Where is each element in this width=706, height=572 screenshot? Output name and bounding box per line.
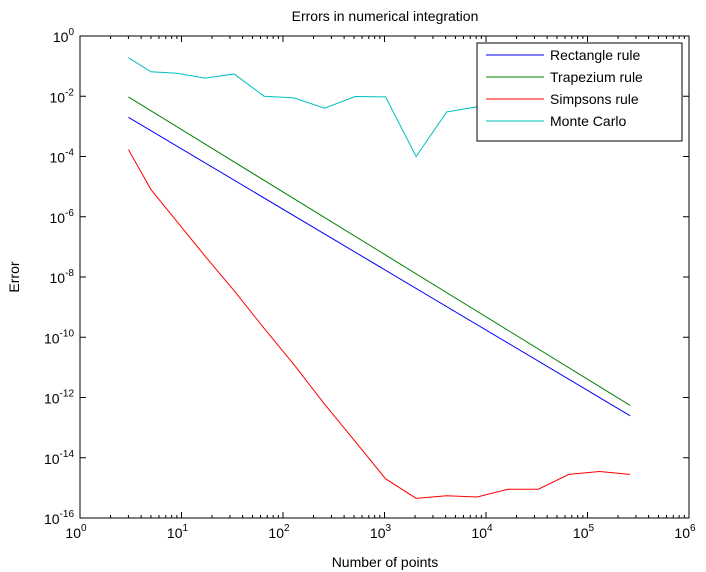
legend-label-trapezium-rule: Trapezium rule — [550, 69, 643, 85]
x-tick-label: 101 — [167, 523, 189, 541]
y-tick-label: 10-4 — [50, 148, 75, 166]
x-tick-label: 102 — [268, 523, 290, 541]
x-axis-label: Number of points — [332, 554, 439, 570]
y-tick-label: 10-10 — [44, 328, 74, 346]
legend-label-rectangle-rule: Rectangle rule — [550, 47, 640, 63]
y-tick-label: 10-8 — [50, 268, 75, 286]
x-tick-label: 104 — [471, 523, 493, 541]
x-tick-label: 105 — [573, 523, 595, 541]
y-tick-label: 10-16 — [44, 509, 74, 527]
legend-box — [476, 42, 683, 142]
y-axis-label: Error — [6, 261, 22, 292]
y-tick-label: 10-6 — [50, 208, 75, 226]
series-layer — [127, 57, 631, 499]
x-tick-label: 106 — [674, 523, 696, 541]
legend-label-monte-carlo: Monte Carlo — [550, 113, 626, 129]
x-tick-label: 103 — [370, 523, 392, 541]
chart-title: Errors in numerical integration — [292, 8, 479, 24]
y-tick-label: 10-2 — [50, 87, 75, 105]
y-tick-label: 10-14 — [44, 449, 74, 467]
series-line-monte-carlo — [128, 57, 508, 158]
series-line-trapezium-rule — [128, 96, 631, 406]
legend: Rectangle rule Trapezium rule Simpsons rul… — [476, 42, 683, 142]
series-line-simpsons-rule — [127, 149, 631, 499]
y-tick-label: 10-12 — [44, 389, 74, 407]
x-tick-label: 100 — [65, 523, 87, 541]
ticks-layer: 100 101 102 103 104 105 106 10-16 10-14 10-12 10-1… — [44, 27, 696, 541]
series-line-rectangle-rule — [128, 116, 631, 417]
y-tick-label: 100 — [53, 27, 75, 45]
legend-label-simpsons-rule: Simpsons rule — [550, 91, 639, 107]
